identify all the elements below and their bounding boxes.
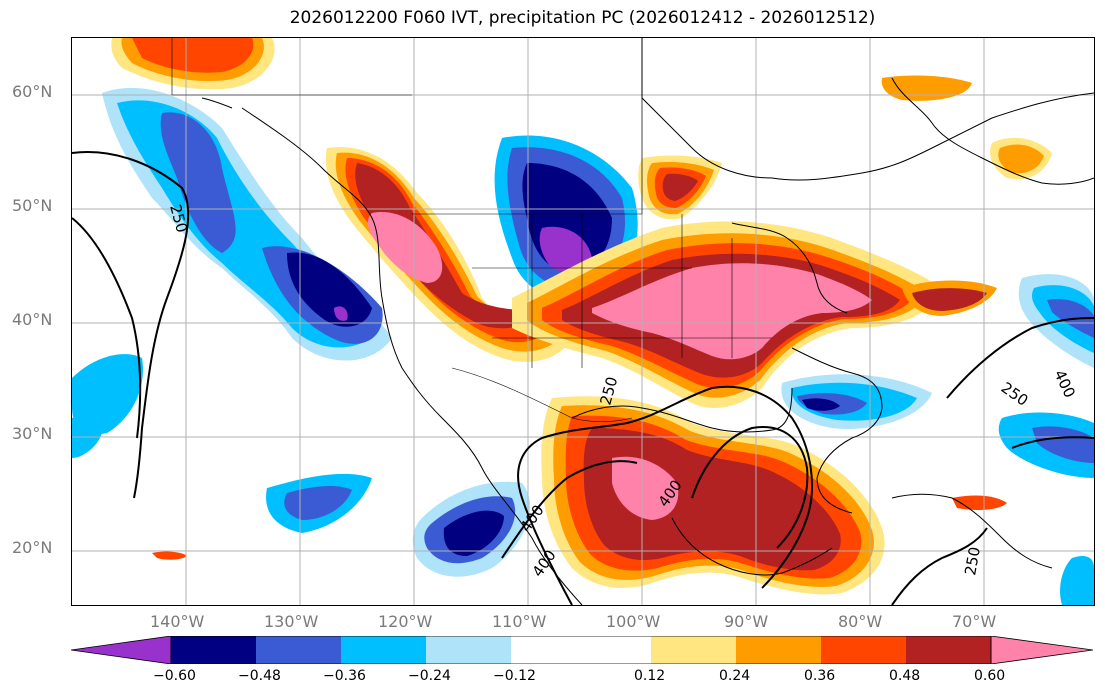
lat-label-30n: 30°N	[12, 424, 53, 443]
contour-label: 250	[998, 379, 1032, 410]
positive-anomaly-fields	[111, 38, 1052, 595]
lon-label-80w: 80°W	[838, 612, 883, 631]
colorbar-tick-label: 0.24	[719, 668, 751, 684]
contour-label: 400	[529, 547, 560, 581]
colorbar-segment	[426, 636, 511, 664]
lon-label-90w: 90°W	[724, 612, 769, 631]
map-panel: 250 250 250 250 400 400 400 400	[71, 37, 1095, 606]
political-borders	[171, 38, 772, 423]
ivt-contours	[72, 151, 1094, 605]
colorbar-tick-label: 0.48	[889, 668, 921, 684]
colorbar-segment	[511, 636, 651, 664]
coastlines	[201, 38, 1094, 605]
map-title: 2026012200 F060 IVT, precipitation PC (2…	[289, 8, 876, 28]
colorbar-segment	[341, 636, 426, 664]
colorbar-segment	[906, 636, 991, 664]
colorbar-tick-label: 0.12	[634, 668, 666, 684]
lon-label-120w: 120°W	[378, 612, 433, 631]
lon-label-140w: 140°W	[150, 612, 205, 631]
colorbar-segment	[651, 636, 736, 664]
lat-label-50n: 50°N	[12, 196, 53, 215]
colorbar-tick-label: −0.12	[493, 668, 536, 684]
colorbar-tick-label: 0.36	[804, 668, 836, 684]
negative-anomaly-fields	[72, 87, 1094, 605]
lat-label-60n: 60°N	[12, 82, 53, 101]
colorbar	[71, 636, 1093, 664]
colorbar-segment-neg-extreme	[71, 636, 172, 664]
lat-label-20n: 20°N	[12, 538, 53, 557]
lon-label-130w: 130°W	[264, 612, 319, 631]
contour-label: 400	[1050, 367, 1078, 401]
colorbar-segment	[821, 636, 906, 664]
colorbar-tick-label: −0.48	[238, 668, 281, 684]
colorbar-segment	[256, 636, 341, 664]
colorbar-segment	[736, 636, 821, 664]
lat-label-40n: 40°N	[12, 310, 53, 329]
colorbar-segment	[171, 636, 256, 664]
lon-label-110w: 110°W	[492, 612, 547, 631]
colorbar-tick-label: −0.24	[408, 668, 451, 684]
colorbar-tick-label: −0.60	[153, 668, 196, 684]
colorbar-tick-label: 0.60	[974, 668, 1006, 684]
colorbar-segment-pos-extreme	[990, 636, 1093, 664]
lon-label-70w: 70°W	[952, 612, 997, 631]
contour-label: 250	[961, 545, 984, 576]
lon-label-100w: 100°W	[606, 612, 661, 631]
map-canvas: 250 250 250 250 400 400 400 400	[72, 38, 1094, 605]
colorbar-tick-label: −0.36	[323, 668, 366, 684]
